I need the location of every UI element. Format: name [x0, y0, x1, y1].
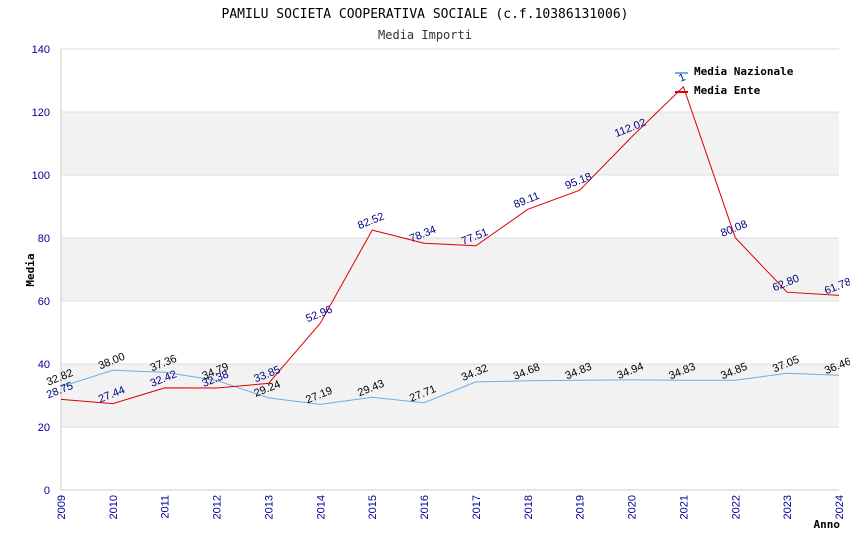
x-tick-label: 2024	[834, 495, 846, 519]
x-tick-label: 2010	[108, 495, 120, 519]
x-tick-label: 2009	[56, 495, 68, 519]
x-tick-label: 2012	[212, 495, 224, 519]
y-tick-labels: 0 20 40 60 80 100 120 140	[32, 44, 50, 497]
chart-subtitle: Media Importi	[378, 28, 472, 42]
y-axis-label: Media	[24, 253, 37, 286]
grid-band	[61, 238, 839, 301]
y-tick-label: 120	[32, 107, 50, 119]
data-label: 82.52	[356, 211, 386, 232]
y-tick-label: 100	[32, 170, 50, 182]
y-tick-label: 140	[32, 44, 50, 56]
legend: Media Nazionale Media Ente	[675, 65, 794, 97]
y-tick-label: 20	[38, 422, 50, 434]
x-tick-label: 2017	[471, 495, 483, 519]
x-tick-label: 2020	[627, 495, 639, 519]
y-tick-label: 0	[44, 485, 50, 497]
x-axis-label: Anno	[814, 518, 841, 531]
grid-band	[61, 364, 839, 427]
x-tick-label: 2015	[367, 495, 379, 519]
x-tick-label: 2023	[782, 495, 794, 519]
x-tick-label: 2011	[160, 495, 172, 519]
x-tick-label: 2014	[315, 495, 327, 519]
x-tick-label: 2018	[523, 495, 535, 519]
series-line-1	[60, 369, 840, 405]
data-label: 89.11	[512, 190, 541, 211]
legend-entry: Media Nazionale	[694, 65, 794, 78]
y-tick-label: 60	[38, 296, 50, 308]
grid-lines	[61, 48, 839, 428]
x-tick-label: 2021	[678, 495, 690, 519]
grid-band	[61, 112, 839, 175]
data-label: 1	[677, 71, 687, 84]
x-tick-label: 2022	[730, 495, 742, 519]
chart-title: PAMILU SOCIETA COOPERATIVA SOCIALE (c.f.…	[222, 7, 629, 22]
y-tick-label: 40	[38, 359, 50, 371]
x-tick-label: 2019	[575, 495, 587, 519]
data-label: 80.08	[719, 218, 749, 239]
legend-entry: Media Ente	[694, 84, 761, 97]
grid-bands	[61, 112, 839, 427]
series-group	[60, 85, 840, 405]
x-tick-label: 2013	[263, 495, 275, 519]
data-label: 52.96	[304, 304, 334, 325]
y-tick-label: 80	[38, 233, 50, 245]
series-line-2	[60, 85, 840, 405]
x-tick-label: 2016	[419, 495, 431, 519]
x-tick-labels: 2009 2010 2011 2012 2013 2014 2015 2016 2017 2018…	[56, 495, 846, 519]
